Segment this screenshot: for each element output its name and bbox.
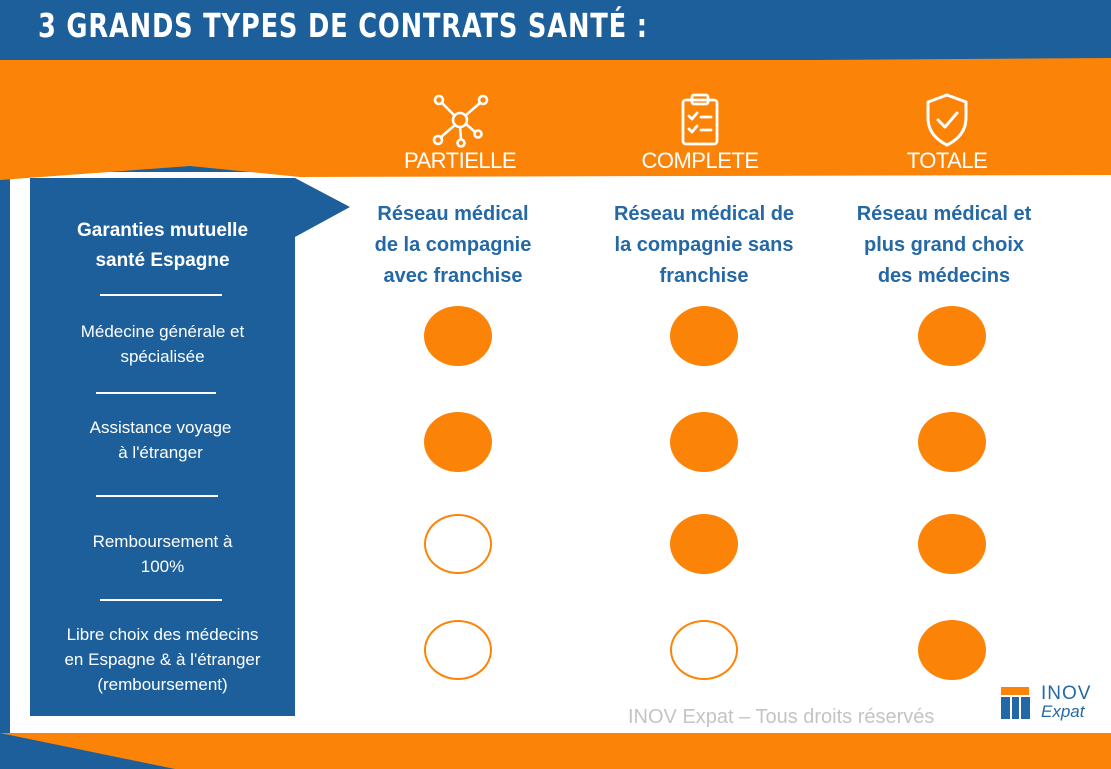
guarantee-medecine: Médecine générale et spécialisée <box>80 322 245 366</box>
coverage-dot <box>918 514 986 574</box>
coverage-dot <box>424 514 492 574</box>
divider <box>100 294 222 296</box>
divider <box>96 392 216 394</box>
coverage-dot <box>424 412 492 472</box>
copyright-footer: INOV Expat – Tous droits réservés <box>628 706 935 728</box>
coverage-dot <box>670 412 738 472</box>
shield-check-icon <box>926 93 968 147</box>
coverage-dot <box>670 306 738 366</box>
divider <box>100 599 222 601</box>
page-title: 3 GRANDS TYPES DE CONTRATS SANTÉ : <box>38 6 648 45</box>
guarantee-assistance: Assistance voyage à l'étranger <box>89 418 232 462</box>
coverage-dot <box>670 514 738 574</box>
divider <box>96 495 218 497</box>
guarantees-sidebar: Garanties mutuelle santé Espagne Médecin… <box>30 178 295 716</box>
logo-text: INOV <box>1041 683 1092 704</box>
plan-description-totale: Réseau médical et plus grand choix des m… <box>856 203 1032 287</box>
plan-header-totale: TOTALE <box>862 92 1032 176</box>
coverage-dot <box>670 620 738 680</box>
clipboard-checklist-icon <box>681 93 719 146</box>
guarantee-libre-choix: Libre choix des médecins en Espagne & à … <box>64 625 261 694</box>
plan-name: COMPLETE <box>641 148 759 173</box>
plan-description-partielle: Réseau médical de la compagnie avec fran… <box>374 203 532 287</box>
coverage-dot <box>918 306 986 366</box>
coverage-dot <box>918 412 986 472</box>
plan-header-partielle: PARTIELLE <box>375 92 545 176</box>
sidebar-title: Garanties mutuelle santé Espagne <box>76 220 249 271</box>
network-icon <box>432 94 489 148</box>
plan-name: TOTALE <box>906 148 988 173</box>
coverage-dot <box>424 620 492 680</box>
logo-mark-icon <box>1001 687 1030 719</box>
coverage-dot <box>424 306 492 366</box>
guarantee-remboursement: Remboursement à 100% <box>92 532 233 576</box>
coverage-dot <box>918 620 986 680</box>
plan-description-complete: Réseau médical de la compagnie sans fran… <box>613 203 795 287</box>
plan-name: PARTIELLE <box>403 148 517 173</box>
logo-text: Expat <box>1041 702 1085 721</box>
plan-header-complete: COMPLETE <box>615 92 785 176</box>
